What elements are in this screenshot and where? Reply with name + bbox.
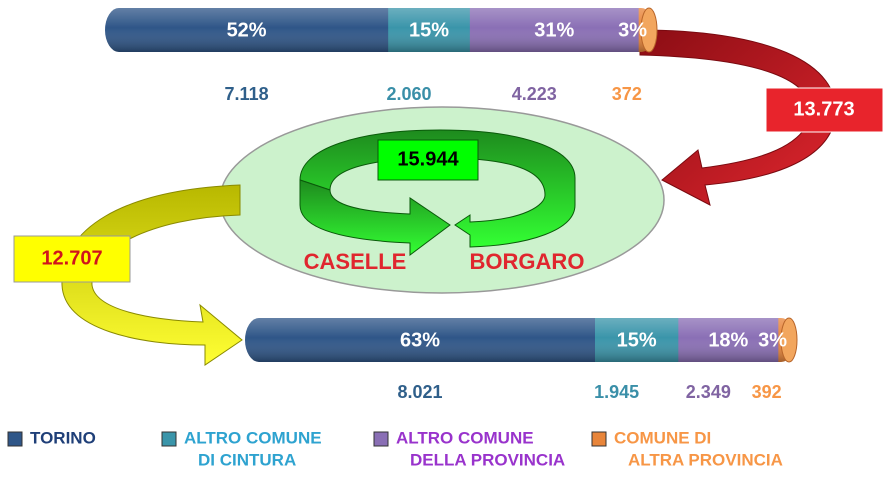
- outgoing-value: 13.773: [793, 98, 854, 120]
- count-label: 372: [612, 84, 642, 104]
- percent-label: 15%: [409, 19, 449, 41]
- legend-swatch: [374, 432, 388, 446]
- percent-label: 15%: [617, 329, 657, 351]
- legend-label: TORINO: [30, 428, 96, 447]
- count-label: 2.349: [686, 382, 731, 402]
- internal-value: 15.944: [397, 148, 459, 170]
- town: CASELLE: [304, 249, 407, 274]
- legend-label: DELLA PROVINCIA: [410, 450, 565, 469]
- diagram: 15.944 13.773 12.707 CASELLE BORGARO 52%…: [0, 0, 884, 473]
- count-label: 4.223: [512, 84, 557, 104]
- count-label: 1.945: [594, 382, 639, 402]
- legend-label: ALTRO COMUNE: [396, 428, 534, 447]
- legend-swatch: [592, 432, 606, 446]
- count-label: 7.118: [225, 84, 269, 104]
- count-label: 8.021: [397, 382, 442, 402]
- legend-label: DI CINTURA: [198, 450, 296, 469]
- percent-label: 18%: [708, 329, 748, 351]
- percent-label: 3%: [618, 19, 647, 41]
- town: BORGARO: [470, 249, 585, 274]
- incoming-value: 12.707: [41, 247, 102, 269]
- page: {"top_bar": {"values": [52, 15, 31, 3], …: [0, 0, 884, 473]
- legend-label: ALTRO COMUNE: [184, 428, 322, 447]
- percent-label: 3%: [758, 329, 787, 351]
- percent-label: 63%: [400, 329, 440, 351]
- percent-label: 52%: [227, 19, 267, 41]
- legend-label: COMUNE DI: [614, 428, 711, 447]
- legend-swatch: [162, 432, 176, 446]
- legend-swatch: [8, 432, 22, 446]
- count-label: 392: [752, 382, 782, 402]
- percent-label: 31%: [534, 19, 574, 41]
- legend-label: ALTRA PROVINCIA: [628, 450, 783, 469]
- count-label: 2.060: [386, 84, 431, 104]
